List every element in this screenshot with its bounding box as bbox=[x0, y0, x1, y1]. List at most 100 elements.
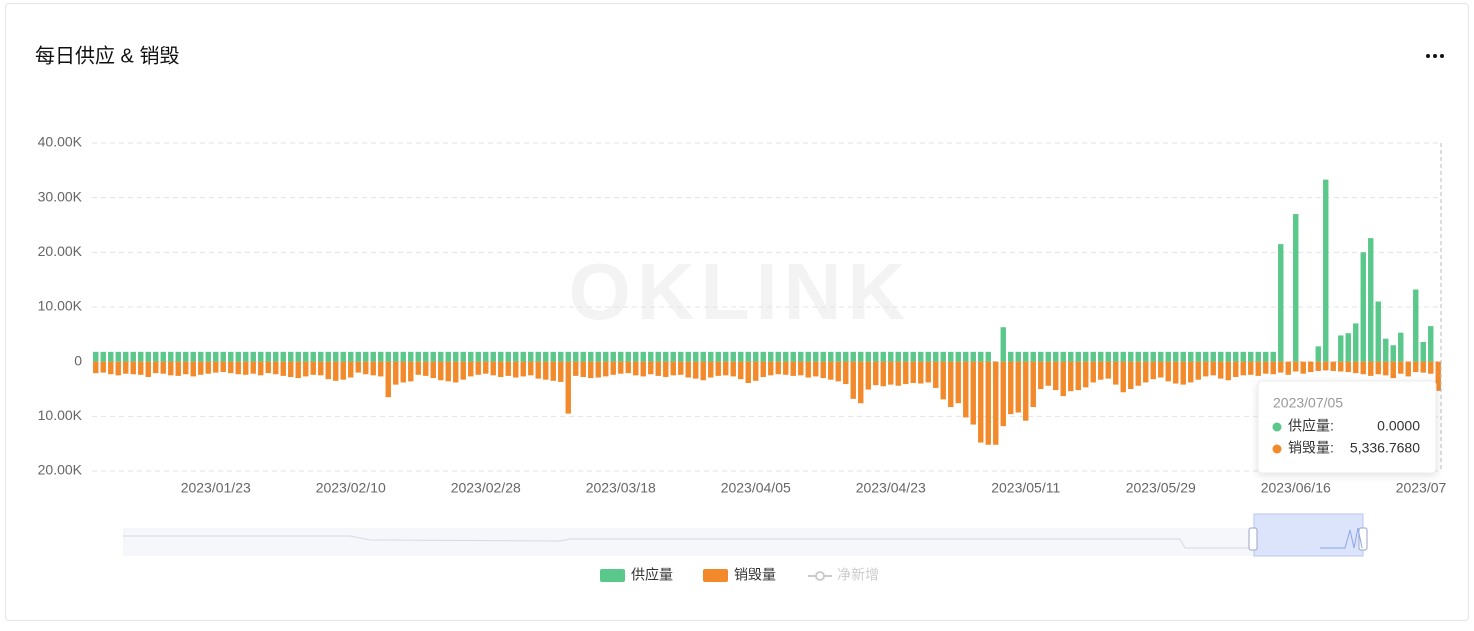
bar bbox=[370, 351, 376, 362]
bar bbox=[153, 351, 159, 362]
bar bbox=[378, 351, 384, 362]
card bbox=[5, 3, 1469, 621]
y-tick-label: 40.00K bbox=[38, 134, 83, 150]
bar bbox=[160, 351, 166, 362]
menu-icon[interactable] bbox=[1426, 54, 1444, 58]
bar bbox=[1158, 361, 1164, 378]
legend-label[interactable]: 供应量 bbox=[631, 567, 673, 583]
bar bbox=[595, 351, 601, 362]
bar bbox=[370, 361, 376, 376]
bar bbox=[258, 361, 264, 376]
bar bbox=[648, 361, 654, 375]
bar bbox=[610, 361, 616, 375]
bar bbox=[130, 351, 136, 362]
bar bbox=[1128, 361, 1134, 389]
bar bbox=[1060, 351, 1066, 362]
bar bbox=[835, 351, 841, 362]
bar bbox=[783, 361, 789, 375]
bar bbox=[738, 351, 744, 362]
bar bbox=[1150, 361, 1156, 380]
zoom-slider[interactable] bbox=[123, 513, 1368, 557]
bar bbox=[993, 361, 999, 445]
bar bbox=[723, 351, 729, 362]
bar bbox=[243, 351, 249, 362]
bar bbox=[408, 361, 414, 382]
bar bbox=[1375, 361, 1381, 375]
bar bbox=[325, 351, 331, 362]
bar bbox=[1330, 361, 1336, 371]
bar bbox=[438, 361, 444, 381]
bar bbox=[948, 361, 954, 408]
bar bbox=[790, 351, 796, 362]
y-tick-label: 0 bbox=[74, 352, 82, 368]
bar bbox=[393, 351, 399, 362]
bar bbox=[1248, 361, 1254, 375]
bar bbox=[565, 351, 571, 362]
bar bbox=[798, 361, 804, 376]
legend-label[interactable]: 净新增 bbox=[837, 567, 879, 583]
bar bbox=[858, 361, 864, 404]
bar bbox=[220, 351, 226, 362]
bar bbox=[618, 351, 624, 362]
bar bbox=[460, 351, 466, 362]
bar bbox=[123, 351, 129, 362]
bar bbox=[1053, 351, 1059, 362]
x-tick-label: 2023/03/18 bbox=[586, 480, 656, 496]
bar bbox=[1165, 361, 1171, 382]
bar bbox=[520, 361, 526, 377]
legend-dot bbox=[815, 571, 825, 581]
bar bbox=[408, 351, 414, 362]
bar bbox=[828, 351, 834, 362]
bar bbox=[925, 351, 931, 362]
tooltip-value: 0.0000 bbox=[1377, 418, 1420, 434]
bar bbox=[550, 351, 556, 362]
bar bbox=[670, 351, 676, 362]
bar bbox=[1015, 361, 1021, 413]
bar bbox=[1225, 361, 1231, 381]
bar bbox=[1360, 252, 1366, 362]
bar bbox=[1135, 361, 1141, 386]
bar bbox=[715, 361, 721, 376]
bar bbox=[978, 351, 984, 362]
bar bbox=[1023, 351, 1029, 362]
bar bbox=[1285, 361, 1291, 375]
bar bbox=[820, 351, 826, 362]
bar bbox=[528, 361, 534, 376]
bar bbox=[1405, 361, 1411, 377]
bar bbox=[1060, 361, 1066, 397]
bar bbox=[415, 361, 421, 375]
x-tick-label: 2023/04/23 bbox=[856, 480, 926, 496]
bar bbox=[1113, 361, 1119, 385]
bar bbox=[115, 361, 121, 376]
bar bbox=[430, 351, 436, 362]
bar bbox=[1090, 351, 1096, 362]
bar bbox=[1233, 351, 1239, 362]
bar bbox=[1068, 351, 1074, 362]
bar bbox=[723, 361, 729, 376]
bar bbox=[693, 361, 699, 379]
legend-label[interactable]: 销毁量 bbox=[734, 567, 776, 583]
bar bbox=[280, 351, 286, 362]
bar bbox=[745, 351, 751, 362]
bar bbox=[505, 361, 511, 376]
bar bbox=[888, 351, 894, 362]
y-tick-label: 10.00K bbox=[38, 298, 83, 314]
bar bbox=[1293, 361, 1299, 372]
bar bbox=[753, 361, 759, 381]
bar bbox=[880, 361, 886, 387]
bar bbox=[1210, 351, 1216, 362]
bar bbox=[625, 351, 631, 362]
bar bbox=[318, 361, 324, 376]
bar bbox=[1278, 244, 1284, 362]
bar bbox=[243, 361, 249, 375]
bar bbox=[910, 351, 916, 362]
bar bbox=[153, 361, 159, 374]
bar bbox=[558, 351, 564, 362]
bar bbox=[865, 361, 871, 390]
bar bbox=[813, 351, 819, 362]
bar bbox=[505, 351, 511, 362]
bar bbox=[1368, 238, 1374, 362]
bar bbox=[918, 361, 924, 384]
bar bbox=[940, 361, 946, 400]
bar bbox=[1188, 351, 1194, 362]
